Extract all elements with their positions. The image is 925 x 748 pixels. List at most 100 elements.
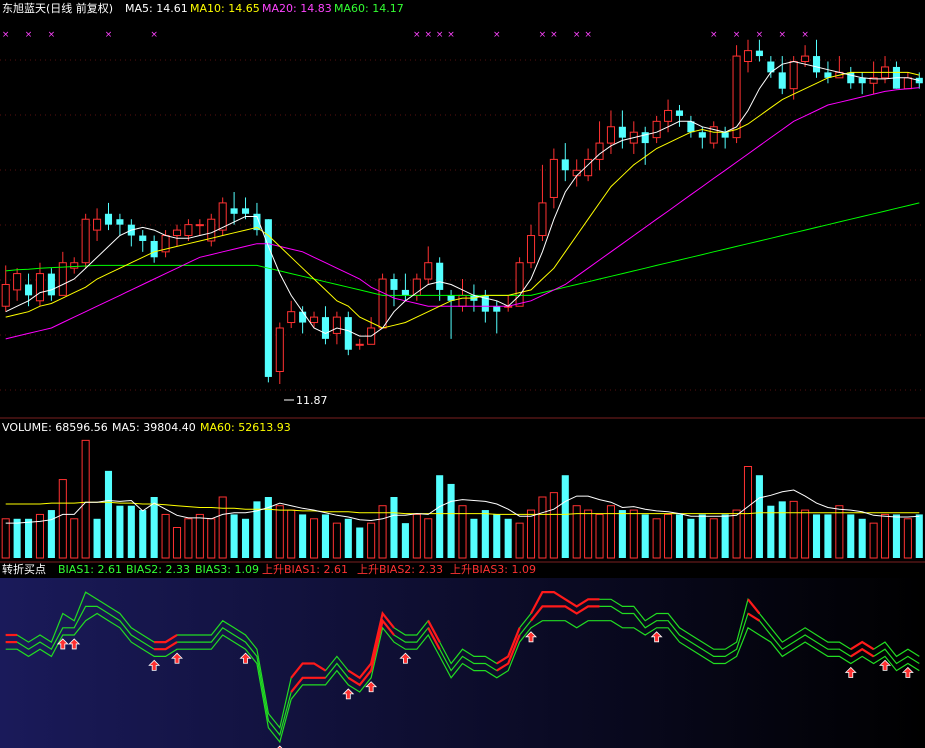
- volume-bar: [618, 510, 626, 558]
- candle-body: [299, 311, 307, 323]
- buy-arrow-icon: [650, 631, 663, 643]
- candle: [561, 143, 569, 182]
- volume-bar: [858, 518, 866, 558]
- candle: [1, 265, 10, 312]
- rising-bias1-segment: [154, 634, 178, 644]
- volume-bar: [664, 513, 673, 559]
- candle: [150, 235, 158, 263]
- volume-bar: [526, 509, 536, 559]
- candle-body: [869, 77, 878, 84]
- volume-bar: [549, 492, 558, 559]
- volume-ma5-line: [5, 489, 920, 524]
- buy-arrow-shape: [239, 652, 252, 664]
- candle-body: [824, 72, 832, 78]
- volume-bar: [436, 475, 444, 558]
- candle-body: [172, 229, 182, 237]
- indicator-name: 转折买点: [2, 563, 46, 576]
- signal-marker: ×: [2, 30, 10, 40]
- rising-bias1-segment: [530, 590, 600, 615]
- candle: [93, 208, 102, 241]
- volume-bar: [81, 439, 90, 559]
- volume-bar: [264, 497, 272, 558]
- candle-body: [218, 202, 227, 231]
- buy-arrow-shape: [171, 652, 183, 664]
- signal-marker: ×: [48, 30, 56, 40]
- rising-bias1-segment: [290, 662, 327, 679]
- volume-bar: [390, 497, 398, 558]
- volume-bar: [299, 514, 307, 558]
- buy-arrow-icon: [525, 631, 537, 643]
- signal-marker: ×: [539, 30, 547, 40]
- rising-bias1-segment: [747, 598, 761, 615]
- candle-body: [721, 132, 729, 138]
- candle: [801, 45, 810, 67]
- candle-body: [709, 126, 718, 144]
- buy-arrow-shape: [365, 681, 378, 693]
- volume-bar: [847, 514, 855, 558]
- volume-series: [1, 439, 923, 559]
- volume-bar: [835, 505, 844, 559]
- rising-bias1-segment: [496, 627, 521, 665]
- volume-bar: [641, 514, 649, 558]
- rising-bias1-segment: [347, 611, 395, 680]
- candle-body: [641, 132, 649, 144]
- volume-moving-averages: [5, 489, 920, 524]
- rising-bias1-segment: [427, 620, 441, 643]
- candle-body: [1, 283, 10, 307]
- candle-body: [195, 224, 204, 227]
- volume-bar: [35, 513, 45, 559]
- volume-bar: [629, 509, 638, 559]
- candle: [755, 39, 763, 62]
- buy-arrow-icon: [239, 652, 252, 664]
- signal-marker: ×: [584, 30, 592, 40]
- candle: [275, 322, 284, 385]
- candle: [847, 66, 855, 89]
- candle-body: [618, 126, 626, 138]
- volume-bar: [70, 518, 79, 559]
- candle-body: [310, 316, 319, 324]
- volume-ma5-label: MA5: 39804.40: [112, 421, 196, 434]
- price-ma10-line: [5, 71, 920, 329]
- candle-body: [561, 159, 569, 171]
- buy-arrow-icon: [879, 659, 891, 671]
- buy-arrow-shape: [68, 638, 81, 650]
- volume-bar: [572, 505, 581, 559]
- candle-body: [447, 295, 455, 301]
- volume-bar: [698, 514, 706, 558]
- candle: [287, 300, 296, 328]
- candle: [436, 257, 444, 301]
- candle-body: [767, 61, 775, 73]
- volume-bar: [241, 518, 250, 558]
- candle-body: [355, 343, 364, 346]
- signal-marker: ×: [447, 30, 455, 40]
- volume-bar: [195, 513, 204, 559]
- candle-body: [35, 273, 45, 302]
- volume-bar: [584, 509, 593, 559]
- candle-body: [732, 55, 741, 139]
- candle-body: [344, 317, 352, 350]
- candle: [241, 197, 250, 220]
- volume-label: VOLUME: 68596.56: [2, 421, 108, 434]
- volume-bar: [1, 518, 10, 559]
- ma10-label: MA10: 14.65: [190, 2, 260, 15]
- volume-ma60-label: MA60: 52613.93: [200, 421, 291, 434]
- buy-arrow-icon: [148, 659, 161, 671]
- candle: [812, 39, 821, 78]
- candle: [230, 192, 238, 225]
- price-moving-averages: [5, 60, 920, 340]
- signal-marker: ×: [778, 30, 786, 40]
- candle: [218, 197, 227, 236]
- candle: [687, 115, 695, 138]
- signal-marker: ×: [436, 30, 444, 40]
- candle-body: [70, 262, 79, 269]
- volume-bar: [561, 475, 569, 558]
- volume-bar: [504, 518, 512, 558]
- candle-body: [275, 327, 284, 372]
- volume-bar: [687, 518, 695, 558]
- candle-body: [687, 121, 695, 133]
- volume-bar: [515, 522, 524, 559]
- candle-body: [424, 262, 433, 280]
- candle-body: [664, 109, 673, 122]
- volume-bar: [25, 518, 33, 558]
